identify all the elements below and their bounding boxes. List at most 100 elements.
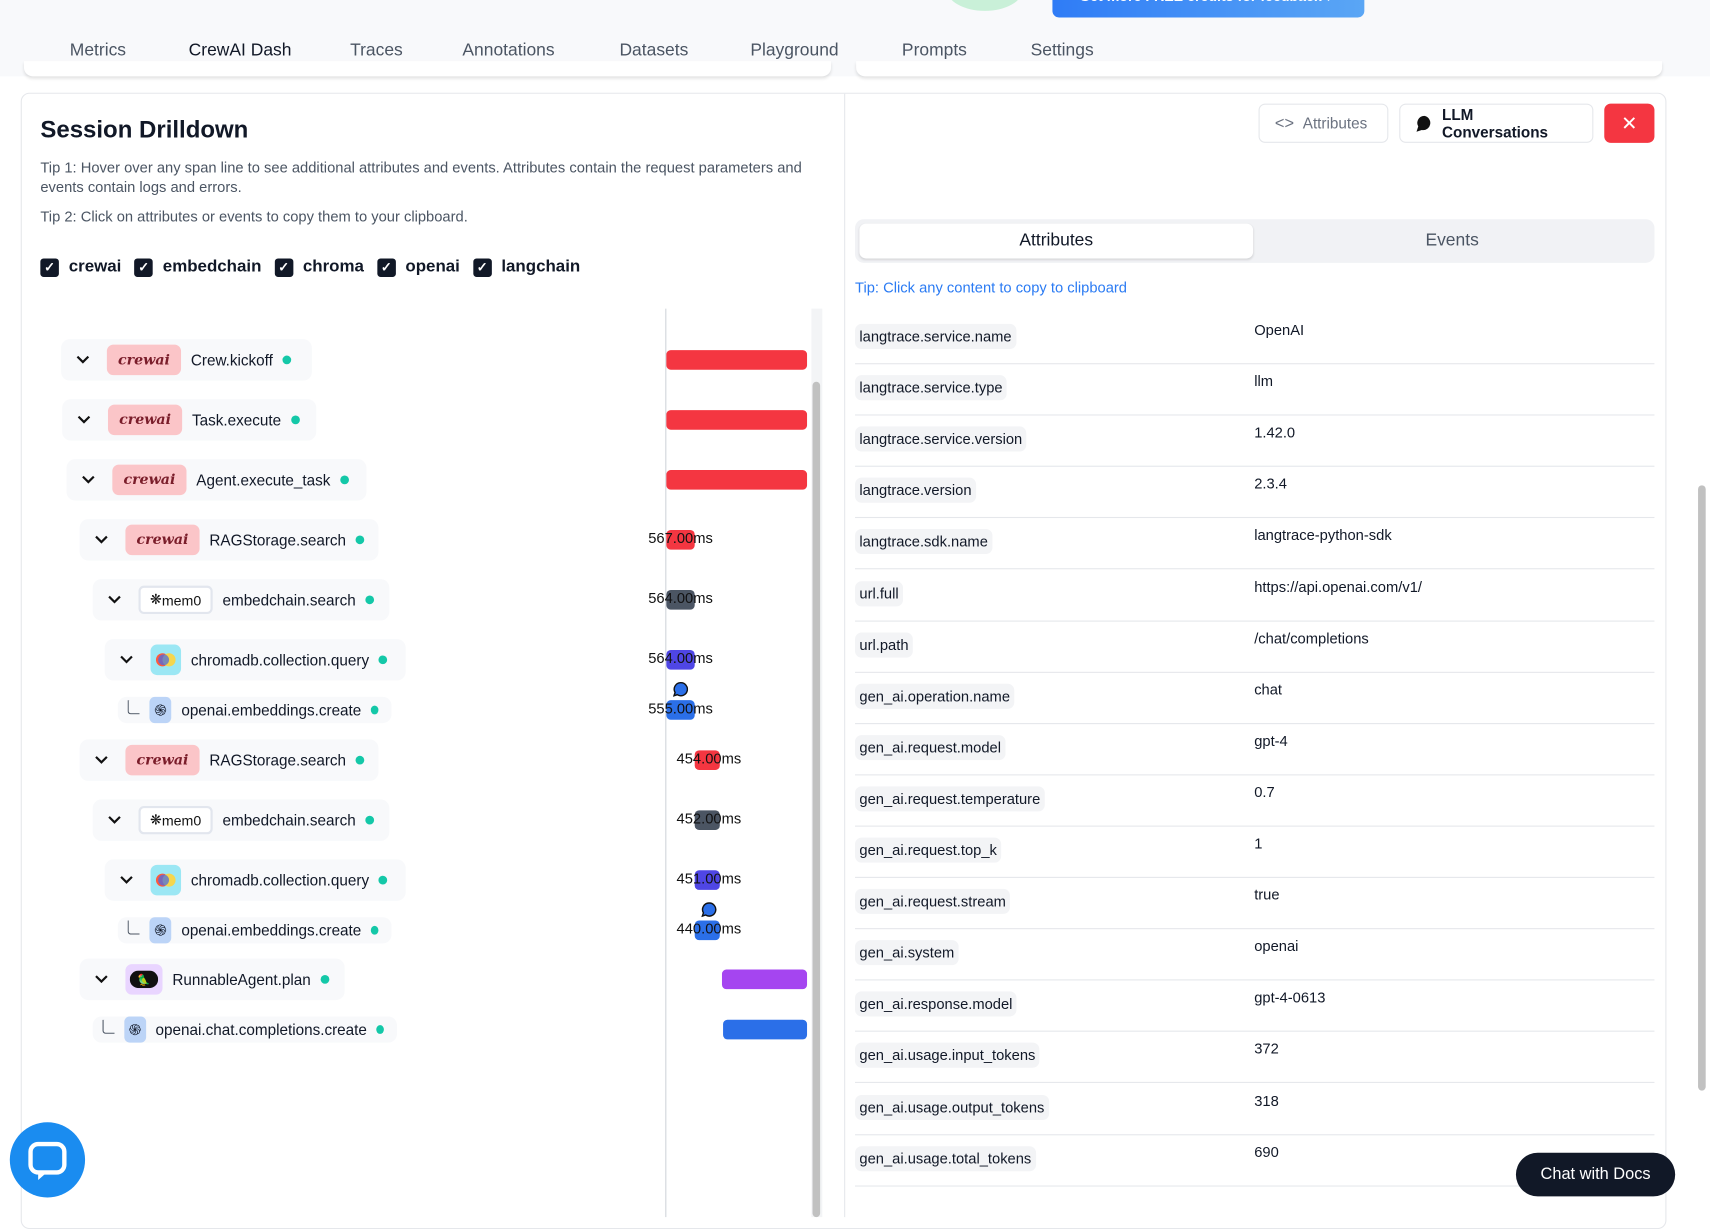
attribute-row[interactable]: langtrace.sdk.name langtrace-python-sdk: [855, 517, 1655, 570]
attribute-key[interactable]: gen_ai.request.model: [855, 734, 1006, 760]
attribute-row[interactable]: gen_ai.request.top_k 1: [855, 826, 1655, 878]
span-duration-bar[interactable]: [666, 530, 695, 550]
checkbox-checked-icon[interactable]: ✓: [40, 257, 59, 277]
llm-conversations-button[interactable]: LLM Conversations: [1399, 103, 1594, 143]
attribute-key[interactable]: langtrace.service.name: [855, 323, 1016, 349]
span-row[interactable]: chromadb.collection.query: [104, 639, 406, 681]
attribute-row[interactable]: langtrace.service.name OpenAI: [855, 312, 1655, 365]
attribute-key[interactable]: langtrace.sdk.name: [855, 529, 993, 555]
attribute-value[interactable]: 372: [1254, 1040, 1279, 1058]
filter-crewai[interactable]: ✓ crewai: [40, 257, 121, 277]
attribute-key[interactable]: gen_ai.operation.name: [855, 683, 1015, 709]
tab-attributes[interactable]: Attributes: [859, 223, 1254, 259]
span-duration-bar[interactable]: [666, 590, 695, 610]
span-row[interactable]: ❋ mem0 embedchain.search: [92, 799, 390, 841]
attribute-key[interactable]: langtrace.service.version: [855, 426, 1027, 452]
attribute-value[interactable]: https://api.openai.com/v1/: [1254, 578, 1422, 595]
attribute-row[interactable]: langtrace.version 2.3.4: [855, 466, 1655, 519]
tab-datasets[interactable]: Datasets: [619, 41, 689, 60]
attribute-row[interactable]: gen_ai.system openai: [855, 928, 1655, 981]
span-row[interactable]: crewai Task.execute: [62, 399, 317, 441]
attribute-key[interactable]: gen_ai.request.top_k: [855, 837, 1002, 863]
tab-crewai-dash[interactable]: CrewAI Dash: [188, 41, 292, 60]
tab-playground[interactable]: Playground: [750, 41, 839, 60]
attribute-value[interactable]: langtrace-python-sdk: [1254, 527, 1392, 544]
attribute-row[interactable]: gen_ai.request.model gpt-4: [855, 723, 1655, 776]
attribute-row[interactable]: gen_ai.request.temperature 0.7: [855, 774, 1655, 827]
span-row[interactable]: ֍ openai.embeddings.create: [117, 917, 392, 944]
chevron-down-icon[interactable]: [80, 471, 97, 488]
scrollbar-thumb[interactable]: [812, 381, 821, 1218]
attribute-value[interactable]: 0.7: [1254, 784, 1275, 801]
span-row[interactable]: crewai RAGStorage.search: [79, 519, 379, 561]
attribute-key[interactable]: gen_ai.request.stream: [855, 888, 1011, 915]
event-bubble-icon[interactable]: [672, 682, 689, 697]
span-duration-bar[interactable]: [694, 750, 720, 770]
span-row[interactable]: 🦜 RunnableAgent.plan: [79, 958, 345, 1001]
attribute-value[interactable]: chat: [1254, 681, 1283, 698]
filter-chroma[interactable]: ✓ chroma: [274, 257, 364, 277]
checkbox-checked-icon[interactable]: ✓: [377, 257, 396, 277]
span-row[interactable]: crewai RAGStorage.search: [79, 739, 379, 781]
chat-with-docs-button[interactable]: Chat with Docs: [1515, 1152, 1676, 1197]
attribute-value[interactable]: true: [1254, 886, 1280, 904]
span-duration-bar[interactable]: [694, 870, 720, 890]
tab-settings[interactable]: Settings: [1030, 41, 1094, 60]
attribute-row[interactable]: gen_ai.response.model gpt-4-0613: [855, 980, 1655, 1033]
span-row[interactable]: ֍ openai.chat.completions.create: [92, 1016, 397, 1043]
attribute-value[interactable]: 318: [1254, 1092, 1279, 1109]
attribute-row[interactable]: langtrace.service.version 1.42.0: [855, 415, 1655, 467]
attribute-value[interactable]: /chat/completions: [1254, 629, 1369, 647]
attribute-key[interactable]: gen_ai.usage.output_tokens: [855, 1094, 1049, 1120]
attribute-value[interactable]: gpt-4-0613: [1254, 989, 1326, 1006]
attribute-value[interactable]: gpt-4: [1254, 732, 1288, 750]
tab-metrics[interactable]: Metrics: [69, 41, 127, 60]
chevron-down-icon[interactable]: [74, 351, 91, 368]
attribute-value[interactable]: 1.42.0: [1254, 424, 1296, 441]
tab-prompts[interactable]: Prompts: [901, 41, 967, 60]
attributes-button[interactable]: <> Attributes: [1258, 103, 1389, 143]
chat-launcher[interactable]: [9, 1122, 86, 1198]
attribute-row[interactable]: gen_ai.operation.name chat: [855, 671, 1655, 724]
filter-openai[interactable]: ✓ openai: [377, 257, 460, 277]
span-duration-bar[interactable]: [694, 810, 720, 830]
attribute-row[interactable]: langtrace.service.type llm: [855, 363, 1655, 416]
attribute-value[interactable]: 690: [1254, 1143, 1279, 1160]
close-button[interactable]: ✕: [1604, 103, 1655, 143]
span-duration-bar[interactable]: [666, 649, 695, 670]
tab-traces[interactable]: Traces: [350, 41, 403, 60]
attribute-key[interactable]: gen_ai.usage.total_tokens: [855, 1145, 1036, 1171]
attribute-key[interactable]: url.path: [855, 632, 913, 658]
chevron-down-icon[interactable]: [75, 411, 92, 428]
chevron-down-icon[interactable]: [93, 971, 110, 988]
tab-annotations[interactable]: Annotations: [462, 41, 555, 60]
attribute-value[interactable]: 2.3.4: [1254, 475, 1287, 493]
attribute-row[interactable]: url.full https://api.openai.com/v1/: [855, 569, 1655, 622]
span-duration-bar[interactable]: [666, 410, 808, 430]
chevron-down-icon[interactable]: [93, 531, 110, 548]
attribute-key[interactable]: gen_ai.request.temperature: [855, 786, 1045, 812]
attribute-value[interactable]: OpenAI: [1254, 321, 1305, 339]
event-bubble-icon[interactable]: [701, 902, 717, 918]
attribute-row[interactable]: gen_ai.usage.input_tokens 372: [855, 1031, 1655, 1084]
span-duration-bar[interactable]: [666, 700, 695, 720]
checkbox-checked-icon[interactable]: ✓: [472, 257, 492, 277]
chevron-down-icon[interactable]: [106, 591, 123, 608]
attribute-key[interactable]: gen_ai.usage.input_tokens: [855, 1043, 1040, 1069]
span-row[interactable]: crewai Crew.kickoff: [61, 339, 312, 381]
attribute-key[interactable]: langtrace.version: [855, 478, 976, 504]
span-row[interactable]: chromadb.collection.query: [104, 859, 406, 901]
free-credits-button[interactable]: Get more FREE credits for feedback ↗: [1052, 0, 1365, 18]
attribute-key[interactable]: gen_ai.system: [855, 940, 959, 966]
attribute-row[interactable]: url.path/chat/completions: [855, 620, 1655, 673]
checkbox-checked-icon[interactable]: ✓: [274, 257, 294, 277]
attribute-value[interactable]: openai: [1254, 938, 1299, 955]
filter-embedchain[interactable]: ✓ embedchain: [134, 257, 261, 277]
span-row[interactable]: ❋ mem0 embedchain.search: [92, 579, 390, 621]
attribute-key[interactable]: gen_ai.response.model: [855, 991, 1017, 1017]
tab-events[interactable]: Events: [1425, 231, 1479, 250]
span-duration-bar[interactable]: [721, 969, 808, 990]
page-scrollbar-thumb[interactable]: [1698, 485, 1706, 1091]
filter-langchain[interactable]: ✓ langchain: [472, 257, 580, 277]
attribute-row[interactable]: gen_ai.usage.output_tokens 318: [855, 1082, 1655, 1135]
